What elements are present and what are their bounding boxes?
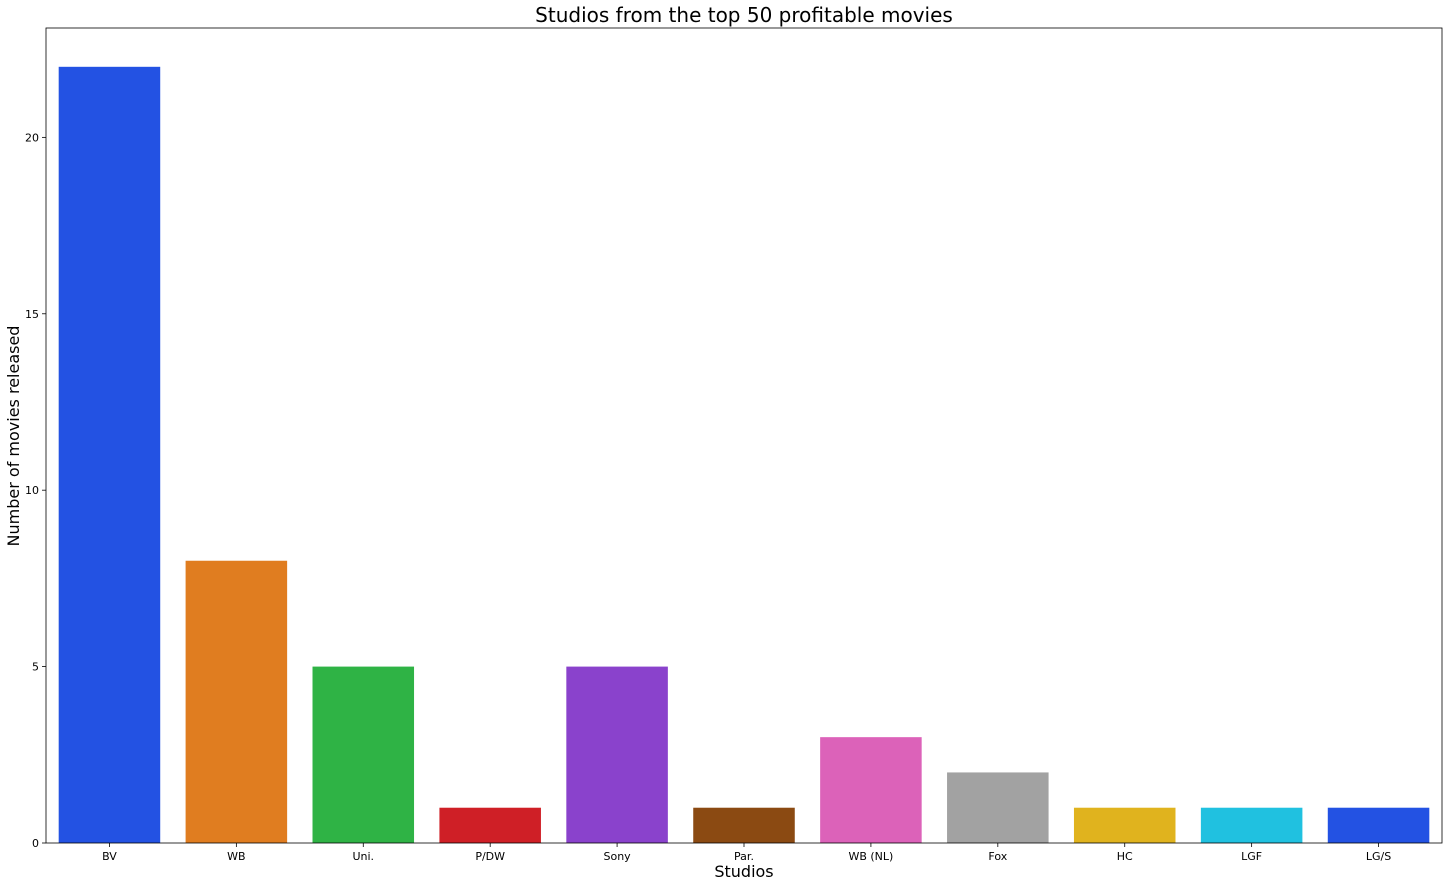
bar-par	[693, 807, 795, 843]
y-tick-label: 15	[25, 308, 39, 321]
x-tick-label: BV	[102, 850, 117, 863]
y-axis: 0 5 10 15 20	[25, 131, 46, 850]
x-tick-label: WB (NL)	[848, 850, 893, 863]
bar-fox	[947, 772, 1049, 843]
bar-hc	[1073, 807, 1176, 843]
bar-bv	[58, 66, 161, 844]
bar-sony	[566, 666, 668, 843]
y-tick-label: 5	[32, 661, 39, 674]
x-tick-label: P/DW	[475, 850, 505, 863]
plot-area-frame	[45, 27, 1443, 844]
x-axis: BV WB Uni. P/DW Sony Par. WB (NL) Fox HC LGF LG/S	[102, 843, 1391, 863]
bar-p-dw	[439, 807, 541, 843]
bar-wb-nl	[820, 737, 922, 843]
x-tick-label: Uni.	[352, 850, 374, 863]
bar-lgf	[1200, 807, 1303, 843]
x-tick-label: LG/S	[1366, 850, 1391, 863]
bar-uni	[312, 666, 415, 843]
y-tick-label: 10	[25, 484, 39, 497]
bar-lg-s	[1327, 807, 1430, 843]
chart-title: Studios from the top 50 profitable movie…	[535, 3, 953, 27]
x-tick-label: LGF	[1241, 850, 1262, 863]
y-axis-label: Number of movies released	[4, 326, 23, 547]
y-tick-label: 0	[32, 837, 39, 850]
x-axis-label: Studios	[714, 862, 773, 881]
y-tick-label: 20	[25, 131, 39, 144]
x-tick-label: HC	[1117, 850, 1133, 863]
bar-wb	[185, 560, 288, 843]
x-tick-label: Fox	[988, 850, 1007, 863]
x-tick-label: Par.	[734, 850, 754, 863]
x-tick-label: WB	[227, 850, 245, 863]
x-tick-label: Sony	[603, 850, 631, 863]
bars-layer	[58, 66, 1430, 844]
